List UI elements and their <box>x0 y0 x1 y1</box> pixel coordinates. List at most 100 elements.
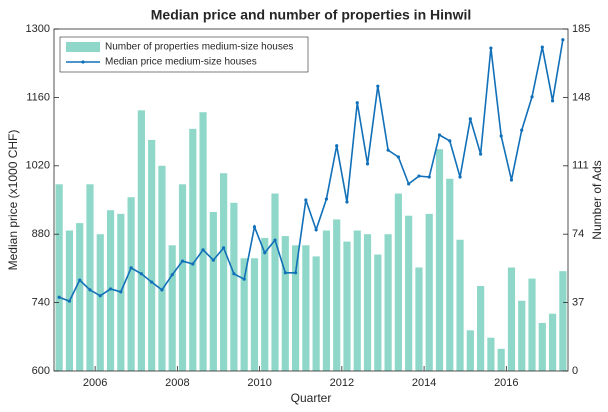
x-tick-label: 2010 <box>247 377 271 389</box>
bar <box>291 245 300 371</box>
y2-tick-label: 0 <box>572 365 578 377</box>
bar <box>435 149 444 371</box>
bar <box>137 110 145 371</box>
legend-swatch <box>66 42 100 52</box>
bar <box>271 193 279 371</box>
line-marker <box>242 277 246 281</box>
legend-box <box>59 36 309 73</box>
line-marker <box>139 272 143 276</box>
y-tick-label: 740 <box>32 297 50 309</box>
line-marker <box>396 155 400 159</box>
line-marker <box>509 178 514 182</box>
line-marker <box>57 295 61 299</box>
bar <box>394 193 402 371</box>
bar <box>333 219 341 371</box>
bar <box>363 234 372 371</box>
legend-label: Median price medium-size houses <box>105 57 257 68</box>
bar <box>189 128 197 371</box>
line-marker <box>78 278 82 282</box>
line-marker <box>458 175 462 179</box>
line-marker <box>561 38 565 42</box>
x-tick-label: 2008 <box>165 377 189 389</box>
bar <box>559 271 567 371</box>
y2-tick-label: 148 <box>572 91 590 103</box>
bar <box>55 184 63 371</box>
chart-title: Median price and number of properties in… <box>151 7 471 23</box>
legend-marker <box>81 60 85 64</box>
line-marker <box>67 299 72 303</box>
line-marker <box>345 200 349 204</box>
line-marker <box>150 280 154 284</box>
bar <box>548 313 557 371</box>
line-marker <box>232 272 236 276</box>
x-tick-label: 2006 <box>83 377 107 389</box>
line-marker <box>191 262 195 266</box>
line-marker <box>293 271 298 275</box>
y2-tick-label: 37 <box>572 297 584 309</box>
bar <box>497 348 505 371</box>
bar <box>353 230 361 371</box>
line-marker <box>88 288 92 292</box>
line-marker <box>386 148 390 152</box>
line-marker <box>437 133 442 137</box>
bar <box>312 256 320 371</box>
line <box>58 39 564 303</box>
line-marker <box>417 174 421 178</box>
y-axis-label: Median price (x1000 CHF) <box>6 130 20 271</box>
bar <box>158 165 166 371</box>
bar <box>343 241 351 371</box>
line-marker <box>222 246 226 250</box>
line-marker <box>335 144 339 148</box>
line-marker <box>550 99 555 103</box>
line-marker <box>520 128 524 132</box>
bar <box>456 239 464 371</box>
bar <box>127 197 135 371</box>
bar <box>261 237 269 371</box>
line-marker <box>540 45 544 49</box>
line-marker <box>263 251 267 255</box>
bar <box>507 267 516 371</box>
y2-axis-label: Number of Ads <box>590 160 604 239</box>
bar <box>405 215 413 371</box>
bar <box>199 112 207 372</box>
bar <box>230 202 238 371</box>
line-marker <box>98 294 102 298</box>
line-marker <box>304 198 308 202</box>
plot-frame <box>53 28 569 372</box>
line-marker <box>273 238 277 242</box>
bar <box>76 223 84 371</box>
line-marker <box>314 228 318 232</box>
bar <box>250 258 259 371</box>
legend-label: Number of properties medium-size houses <box>105 42 293 53</box>
line-marker <box>324 197 329 201</box>
bar <box>281 236 289 371</box>
bar <box>415 267 423 371</box>
bar <box>106 210 115 371</box>
bar <box>374 254 382 371</box>
bar <box>220 173 228 371</box>
line-marker <box>201 248 205 252</box>
line-marker <box>489 46 493 50</box>
bar <box>209 212 217 371</box>
y-tick-label: 1020 <box>26 160 50 172</box>
bar <box>425 213 433 371</box>
line-marker <box>283 271 287 275</box>
bar <box>446 178 454 371</box>
bar <box>384 234 392 371</box>
bar <box>466 330 474 371</box>
y2-tick-label: 74 <box>572 228 584 240</box>
line-marker <box>211 258 215 262</box>
x-tick-label: 2016 <box>494 377 518 389</box>
line-marker <box>499 134 503 138</box>
line-marker <box>108 287 113 291</box>
bar <box>86 184 94 371</box>
bar <box>302 245 310 371</box>
bar <box>528 278 536 371</box>
line-marker <box>170 273 174 277</box>
line-marker <box>129 266 133 270</box>
line-marker <box>530 95 534 99</box>
bar <box>96 234 104 371</box>
x-axis-label: Quarter <box>291 391 332 405</box>
x-tick-label: 2012 <box>330 377 354 389</box>
